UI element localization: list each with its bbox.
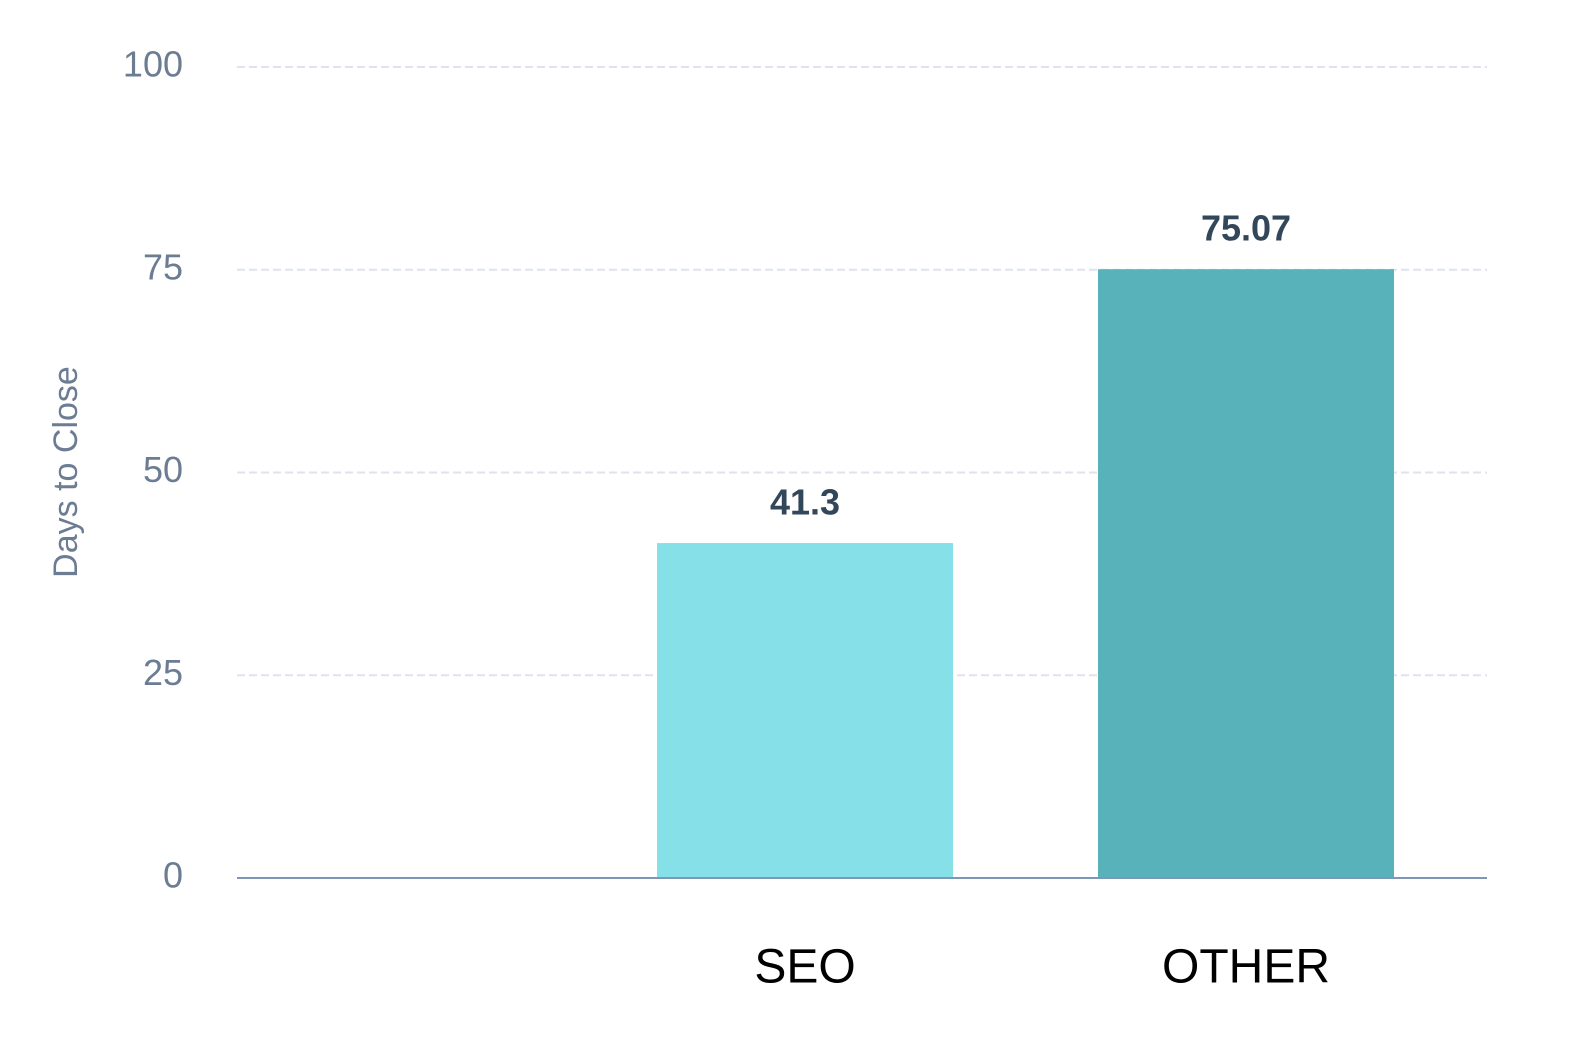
y-tick-label: 75: [143, 246, 183, 287]
bar: [1098, 269, 1394, 878]
value-label: 75.07: [1201, 208, 1291, 249]
y-tick-label: 100: [123, 44, 183, 85]
y-tick-label: 25: [143, 652, 183, 693]
y-tick-label: 0: [163, 855, 183, 896]
value-label: 41.3: [770, 482, 840, 523]
bar: [657, 543, 953, 878]
x-tick-label: SEO: [754, 941, 855, 994]
y-tick-label: 50: [143, 449, 183, 490]
x-tick-label: OTHER: [1162, 941, 1330, 994]
y-axis-label: Days to Close: [47, 366, 85, 578]
